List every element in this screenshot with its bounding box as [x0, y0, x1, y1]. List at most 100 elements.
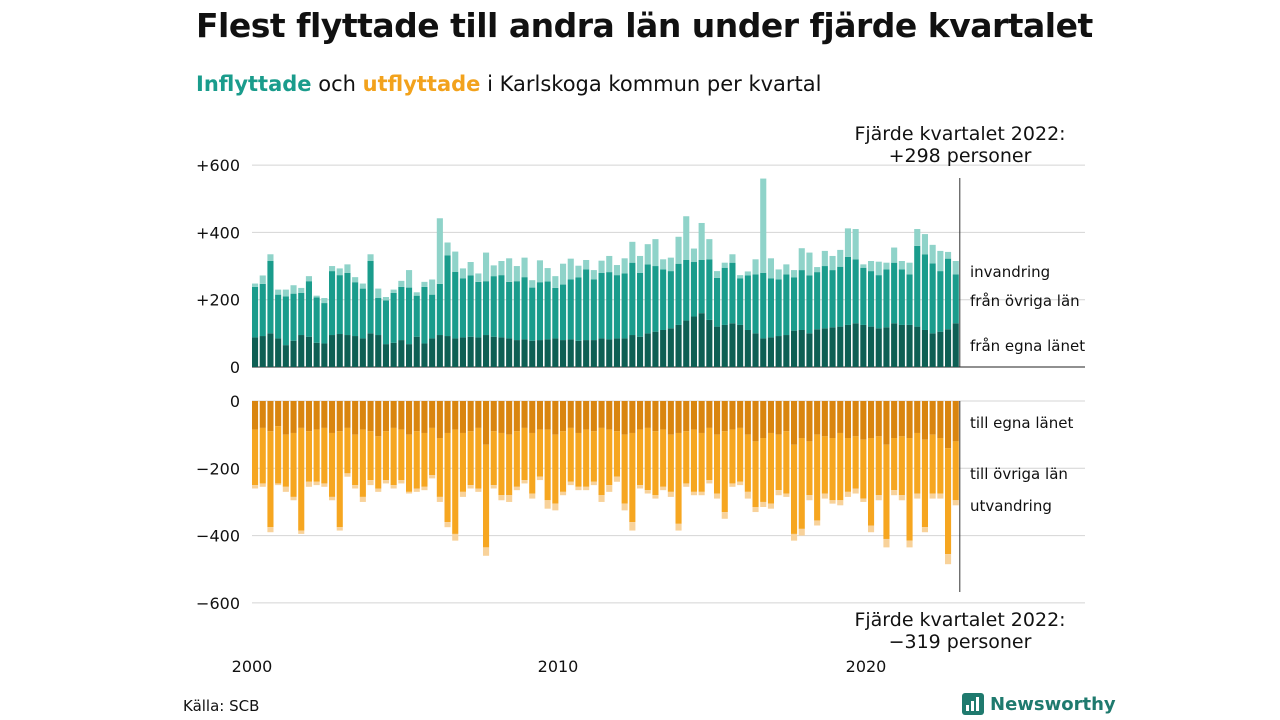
- bar-in-segment: [652, 331, 659, 367]
- bar-out-segment: [921, 401, 928, 440]
- bar-out-segment: [714, 401, 721, 435]
- bar-out-segment: [829, 500, 836, 504]
- bar-in-segment: [490, 265, 497, 277]
- bar-out-segment: [513, 401, 520, 432]
- bar-in-segment: [660, 329, 667, 367]
- bar-in-segment: [359, 288, 366, 339]
- bar-in-segment: [706, 239, 713, 260]
- bar-in-segment: [952, 323, 959, 367]
- bar-in-segment: [352, 282, 359, 337]
- bar-in-segment: [760, 272, 767, 339]
- bar-out-segment: [382, 431, 389, 481]
- bar-in-segment: [791, 330, 798, 367]
- bar-out-segment: [398, 429, 405, 481]
- bar-out-segment: [767, 503, 774, 509]
- bar-out-segment: [652, 431, 659, 496]
- subtitle-och: och: [318, 72, 356, 96]
- bar-out-segment: [721, 431, 728, 513]
- bar-in-segment: [498, 337, 505, 367]
- bar-out-segment: [367, 480, 374, 486]
- bar-out-segment: [652, 495, 659, 499]
- bar-out-segment: [459, 491, 466, 497]
- bar-out-segment: [298, 401, 305, 428]
- bar-in-segment: [891, 323, 898, 367]
- subtitle-utflyttade: utflyttade: [362, 72, 481, 96]
- bar-in-segment: [459, 268, 466, 279]
- bar-out-segment: [475, 427, 482, 489]
- bar-in-segment: [806, 333, 813, 367]
- bar-in-segment: [837, 249, 844, 267]
- bar-in-segment: [875, 261, 882, 276]
- y-tick-label-bottom: −600: [196, 594, 240, 613]
- bar-out-segment: [937, 438, 944, 494]
- bar-in-segment: [321, 298, 328, 304]
- bar-in-segment: [937, 271, 944, 332]
- bar-out-segment: [683, 401, 690, 432]
- bar-out-segment: [945, 554, 952, 565]
- bar-out-segment: [767, 432, 774, 504]
- bar-in-segment: [529, 287, 536, 341]
- bar-in-segment: [382, 344, 389, 367]
- bar-out-segment: [860, 401, 867, 440]
- bar-in-segment: [660, 259, 667, 270]
- bar-in-segment: [398, 286, 405, 341]
- bar-in-segment: [821, 328, 828, 367]
- bar-in-segment: [652, 239, 659, 267]
- bar-out-segment: [367, 401, 374, 432]
- bar-out-segment: [583, 401, 590, 430]
- bar-in-segment: [821, 266, 828, 329]
- bar-out-segment: [860, 439, 867, 499]
- bar-in-segment: [275, 289, 282, 295]
- bar-out-segment: [937, 401, 944, 439]
- bar-out-segment: [390, 485, 397, 489]
- bar-in-segment: [536, 340, 543, 367]
- bar-in-segment: [914, 245, 921, 327]
- bar-in-segment: [721, 262, 728, 268]
- bar-out-segment: [305, 481, 312, 487]
- bar-in-segment: [398, 280, 405, 287]
- bar-out-segment: [613, 476, 620, 482]
- bar-out-segment: [529, 432, 536, 494]
- bar-out-segment: [521, 480, 528, 484]
- bar-in-segment: [945, 251, 952, 259]
- bar-in-segment: [860, 267, 867, 325]
- bar-out-segment: [275, 426, 282, 484]
- bar-in-segment: [298, 287, 305, 293]
- bar-out-segment: [282, 401, 289, 435]
- bar-in-segment: [837, 266, 844, 327]
- bar-in-segment: [444, 336, 451, 367]
- bar-out-segment: [883, 401, 890, 445]
- bar-out-segment: [490, 485, 497, 489]
- bar-out-segment: [791, 444, 798, 534]
- bar-out-segment: [413, 401, 420, 432]
- bar-out-segment: [506, 495, 513, 502]
- bar-in-segment: [898, 324, 905, 367]
- bar-in-segment: [313, 342, 320, 367]
- bar-out-segment: [290, 496, 297, 501]
- bar-out-segment: [475, 488, 482, 492]
- bar-in-segment: [868, 261, 875, 272]
- y-tick-label-top: +400: [196, 223, 240, 242]
- bar-in-segment: [760, 178, 767, 273]
- bar-out-segment: [452, 533, 459, 541]
- bar-out-segment: [844, 438, 851, 492]
- bar-in-segment: [583, 340, 590, 367]
- bar-out-segment: [629, 432, 636, 523]
- annotation-top-line2: +298 personer: [889, 145, 1032, 167]
- bar-in-segment: [413, 336, 420, 367]
- bar-out-segment: [783, 493, 790, 497]
- bar-out-segment: [744, 401, 751, 435]
- bar-out-segment: [675, 432, 682, 524]
- bar-out-segment: [583, 486, 590, 491]
- bar-in-segment: [498, 261, 505, 276]
- bar-in-segment: [483, 281, 490, 336]
- y-tick-label-top: 0: [230, 358, 240, 377]
- bar-in-segment: [783, 274, 790, 336]
- bar-in-segment: [875, 275, 882, 329]
- bar-out-segment: [744, 491, 751, 499]
- bar-out-segment: [536, 476, 543, 481]
- bar-in-segment: [567, 258, 574, 280]
- bar-in-segment: [529, 340, 536, 367]
- bar-out-segment: [629, 401, 636, 433]
- bar-in-segment: [606, 255, 613, 273]
